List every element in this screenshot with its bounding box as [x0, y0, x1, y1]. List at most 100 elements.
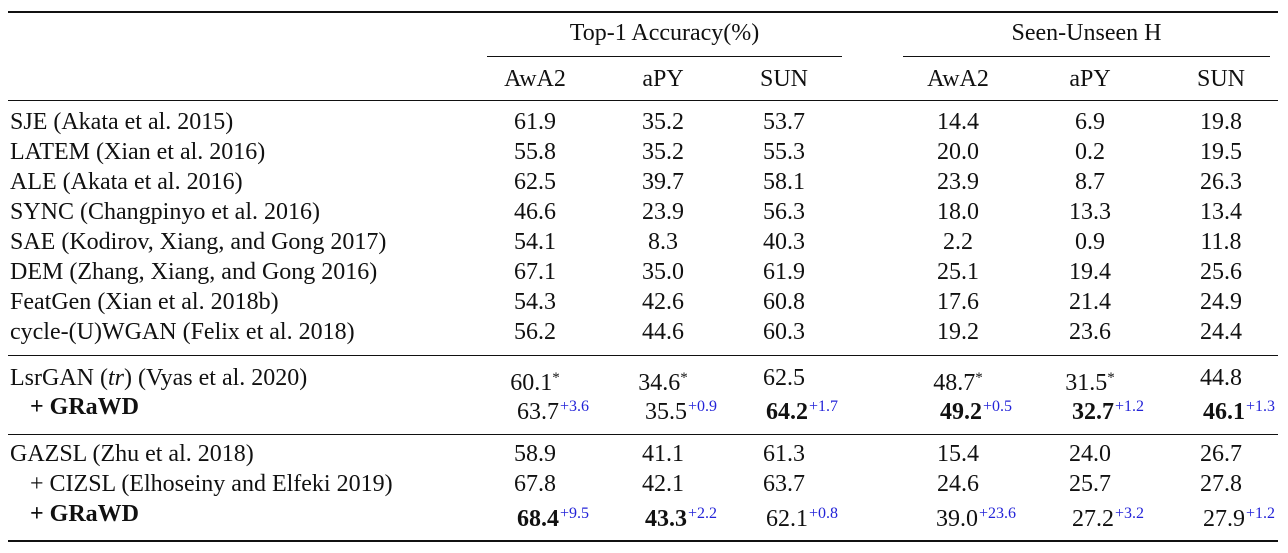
value-cell: 63.7+3.6	[453, 393, 653, 426]
value: 25.7	[1069, 471, 1111, 497]
method-citation: (Xian et al. 2018b)	[91, 289, 279, 315]
method-name: ALE	[10, 169, 57, 195]
method-name: cycle-(U)WGAN	[10, 319, 177, 345]
value: 11.8	[1200, 229, 1242, 255]
value: 58.1	[763, 169, 805, 195]
value: 63.7	[516, 399, 559, 425]
value: 62.5	[763, 365, 805, 391]
value-cell: 62.5	[684, 364, 884, 392]
col-header-awa2-h: AwA2	[927, 66, 989, 92]
value: 48.7	[933, 370, 976, 396]
value: 61.3	[763, 441, 805, 467]
value: 54.3	[514, 289, 556, 315]
value-cell: 23.9	[858, 168, 1058, 196]
value-cell: 26.7	[1121, 440, 1288, 468]
value-cell: 55.3	[684, 138, 884, 166]
value: 61.9	[763, 259, 805, 285]
method-citation: (Kodirov, Xiang, and Gong 2017)	[55, 229, 387, 255]
value: 8.7	[1075, 169, 1105, 195]
value-cell: 44.8	[1121, 364, 1288, 392]
method-name: + GRaWD	[30, 394, 140, 420]
value: 60.1	[510, 370, 553, 396]
value-cell: 32.7+1.2	[1008, 393, 1208, 426]
value-cell: 42.6	[563, 288, 763, 316]
value: 49.2	[939, 399, 982, 425]
method-cell: LATEM (Xian et al. 2016)	[10, 138, 265, 166]
improvement-delta: +1.2	[1114, 398, 1145, 415]
method-name: SAE	[10, 229, 56, 255]
value-cell: 60.1*	[435, 364, 635, 397]
col-header-sun-acc: SUN	[759, 66, 808, 92]
value: 23.6	[1069, 319, 1111, 345]
value: 8.3	[648, 229, 678, 255]
value: 42.6	[642, 289, 684, 315]
value-cell: 63.7	[684, 470, 884, 498]
value: 31.5	[1065, 370, 1108, 396]
col-header-apy-h: aPY	[1069, 66, 1111, 92]
method-name: GAZSL	[10, 441, 87, 467]
top-rule	[8, 11, 1278, 13]
value-cell: 42.1	[563, 470, 763, 498]
value-cell: 44.6	[563, 318, 763, 346]
value-cell: 25.7	[990, 470, 1190, 498]
value-cell: 40.3	[684, 228, 884, 256]
value-cell: 0.9	[990, 228, 1190, 256]
value: 21.4	[1069, 289, 1111, 315]
value-cell: 60.3	[684, 318, 884, 346]
value-cell: 23.9	[563, 198, 763, 226]
bottom-rule	[8, 540, 1278, 542]
value: 41.1	[642, 441, 684, 467]
value-cell: 14.4	[858, 108, 1058, 136]
value-cell: 24.6	[858, 470, 1058, 498]
value: 19.5	[1200, 139, 1242, 165]
value: 60.3	[763, 319, 805, 345]
value-cell: 58.1	[684, 168, 884, 196]
value-cell: 54.3	[435, 288, 635, 316]
method-cell: cycle-(U)WGAN (Felix et al. 2018)	[10, 318, 355, 346]
value-cell: 31.5*	[990, 364, 1190, 397]
improvement-delta: +0.5	[982, 398, 1013, 415]
improvement-delta: +9.5	[559, 505, 590, 522]
improvement-delta: +1.2	[1245, 505, 1276, 522]
value: 68.4	[516, 506, 559, 532]
method-name: LATEM	[10, 139, 90, 165]
value: 61.9	[514, 109, 556, 135]
value: 25.1	[937, 259, 979, 285]
value: 40.3	[763, 229, 805, 255]
value-cell: 13.3	[990, 198, 1190, 226]
value: 39.0	[935, 506, 978, 532]
value-cell: 61.9	[684, 258, 884, 286]
value-cell: 54.1	[435, 228, 635, 256]
value-cell: 19.5	[1121, 138, 1288, 166]
value-cell: 61.9	[435, 108, 635, 136]
value: 55.3	[763, 139, 805, 165]
method-variant: tr	[107, 365, 124, 391]
improvement-delta: +2.2	[687, 505, 718, 522]
method-cell: SAE (Kodirov, Xiang, and Gong 2017)	[10, 228, 386, 256]
value-cell: 62.5	[435, 168, 635, 196]
value: 64.2	[765, 399, 808, 425]
value: 2.2	[943, 229, 973, 255]
value: 20.0	[937, 139, 979, 165]
value-cell: 43.3+2.2	[581, 500, 781, 533]
value: 0.2	[1075, 139, 1105, 165]
value-cell: 25.1	[858, 258, 1058, 286]
value-cell: 60.8	[684, 288, 884, 316]
col-header-awa2-acc: AwA2	[504, 66, 566, 92]
value-cell: 56.2	[435, 318, 635, 346]
method-citation: (Akata et al. 2015)	[47, 109, 234, 135]
value-cell: 35.2	[563, 138, 763, 166]
asterisk-mark: *	[975, 370, 983, 386]
value-cell: 68.4+9.5	[453, 500, 653, 533]
improvement-delta: +1.7	[808, 398, 839, 415]
method-cell: ALE (Akata et al. 2016)	[10, 168, 243, 196]
value: 44.6	[642, 319, 684, 345]
value-cell: 35.5+0.9	[581, 393, 781, 426]
value: 14.4	[937, 109, 979, 135]
value-cell: 46.6	[435, 198, 635, 226]
value-cell: 61.3	[684, 440, 884, 468]
value-cell: 6.9	[990, 108, 1190, 136]
value-cell: 19.4	[990, 258, 1190, 286]
value: 39.7	[642, 169, 684, 195]
value-cell: 11.8	[1121, 228, 1288, 256]
